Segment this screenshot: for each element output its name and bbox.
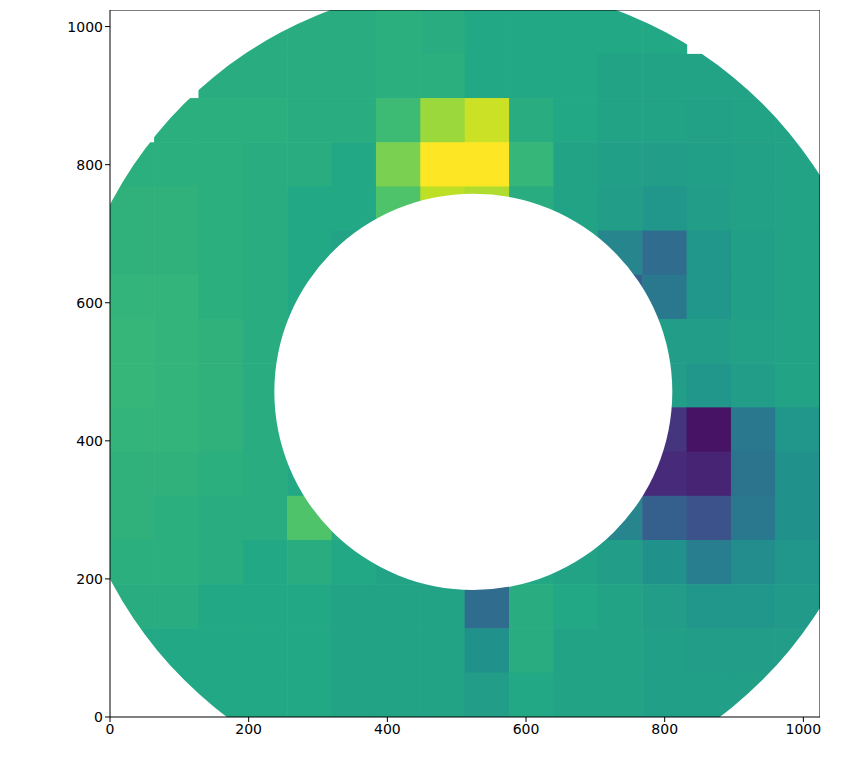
- svg-text:600: 600: [76, 295, 103, 311]
- svg-text:1000: 1000: [67, 19, 103, 35]
- svg-text:400: 400: [76, 433, 103, 449]
- svg-text:800: 800: [651, 721, 678, 737]
- svg-text:200: 200: [235, 721, 262, 737]
- svg-text:600: 600: [513, 721, 540, 737]
- svg-text:800: 800: [76, 157, 103, 173]
- svg-text:200: 200: [76, 571, 103, 587]
- svg-text:1000: 1000: [786, 721, 822, 737]
- svg-text:0: 0: [94, 709, 103, 725]
- svg-text:0: 0: [106, 721, 115, 737]
- svg-text:400: 400: [374, 721, 401, 737]
